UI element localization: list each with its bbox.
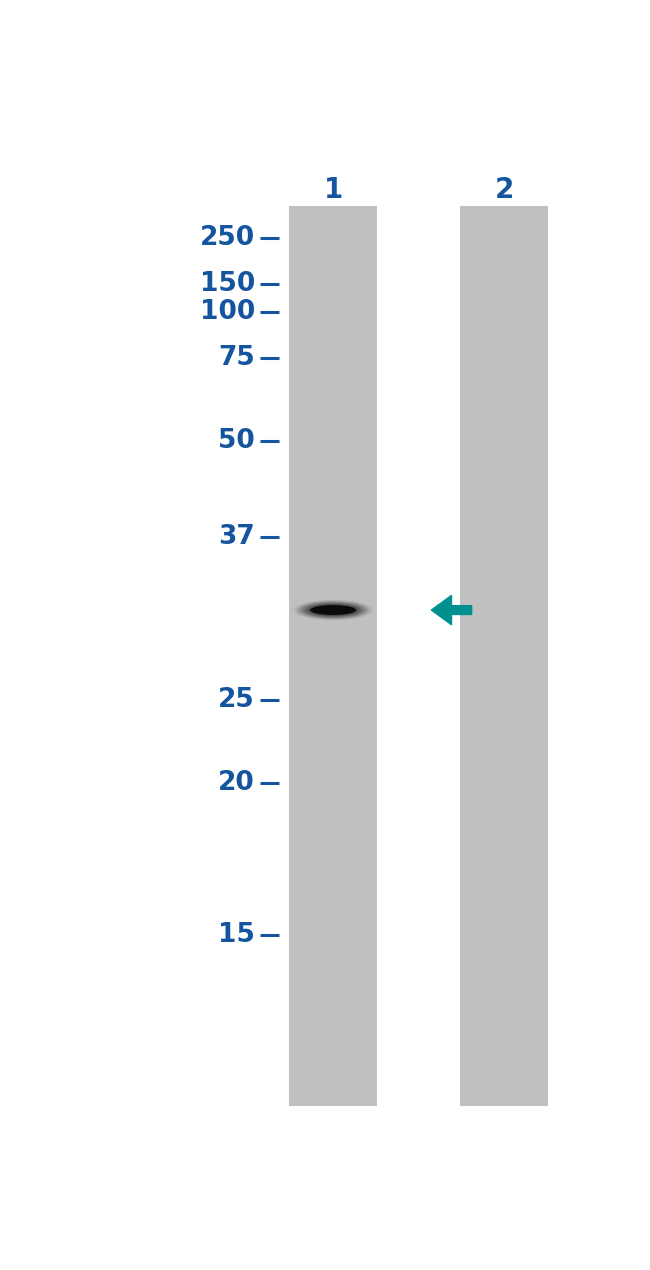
Text: 250: 250 bbox=[200, 226, 255, 251]
Text: 20: 20 bbox=[218, 770, 255, 796]
Ellipse shape bbox=[310, 606, 356, 615]
Ellipse shape bbox=[301, 602, 365, 618]
Ellipse shape bbox=[302, 602, 364, 617]
Ellipse shape bbox=[296, 601, 370, 620]
Bar bbox=[289, 206, 377, 1106]
Ellipse shape bbox=[292, 599, 374, 621]
Ellipse shape bbox=[302, 602, 365, 617]
Ellipse shape bbox=[315, 606, 352, 613]
Ellipse shape bbox=[318, 607, 348, 613]
Ellipse shape bbox=[300, 602, 367, 618]
Ellipse shape bbox=[313, 606, 353, 615]
Ellipse shape bbox=[318, 607, 348, 613]
Ellipse shape bbox=[311, 605, 356, 615]
Ellipse shape bbox=[317, 607, 350, 613]
Text: 1: 1 bbox=[324, 175, 343, 203]
Ellipse shape bbox=[317, 607, 349, 613]
Ellipse shape bbox=[307, 605, 359, 616]
Text: 25: 25 bbox=[218, 687, 255, 712]
Bar bbox=[460, 206, 549, 1106]
Text: 37: 37 bbox=[218, 523, 255, 550]
Text: 150: 150 bbox=[200, 272, 255, 297]
Ellipse shape bbox=[307, 603, 359, 616]
Ellipse shape bbox=[313, 606, 354, 615]
Text: 100: 100 bbox=[200, 298, 255, 325]
Ellipse shape bbox=[298, 601, 368, 618]
Ellipse shape bbox=[308, 605, 358, 616]
Ellipse shape bbox=[306, 603, 360, 616]
Ellipse shape bbox=[305, 603, 361, 617]
Ellipse shape bbox=[294, 601, 372, 620]
Ellipse shape bbox=[311, 605, 355, 615]
Ellipse shape bbox=[315, 606, 351, 613]
Ellipse shape bbox=[312, 606, 354, 615]
Ellipse shape bbox=[306, 603, 361, 617]
Ellipse shape bbox=[304, 603, 362, 617]
Ellipse shape bbox=[296, 601, 370, 620]
Ellipse shape bbox=[293, 599, 373, 620]
Ellipse shape bbox=[292, 599, 374, 621]
Ellipse shape bbox=[310, 605, 356, 616]
FancyArrow shape bbox=[432, 596, 472, 625]
Ellipse shape bbox=[319, 607, 347, 612]
Ellipse shape bbox=[303, 603, 363, 617]
Ellipse shape bbox=[314, 606, 352, 615]
Ellipse shape bbox=[295, 601, 371, 620]
Ellipse shape bbox=[320, 607, 346, 612]
Text: 15: 15 bbox=[218, 922, 255, 947]
Ellipse shape bbox=[294, 599, 372, 620]
Text: 50: 50 bbox=[218, 428, 255, 453]
Text: 2: 2 bbox=[495, 175, 514, 203]
Text: 75: 75 bbox=[218, 344, 255, 371]
Ellipse shape bbox=[300, 602, 366, 618]
Ellipse shape bbox=[309, 605, 358, 616]
Ellipse shape bbox=[298, 601, 369, 618]
Ellipse shape bbox=[299, 602, 367, 618]
